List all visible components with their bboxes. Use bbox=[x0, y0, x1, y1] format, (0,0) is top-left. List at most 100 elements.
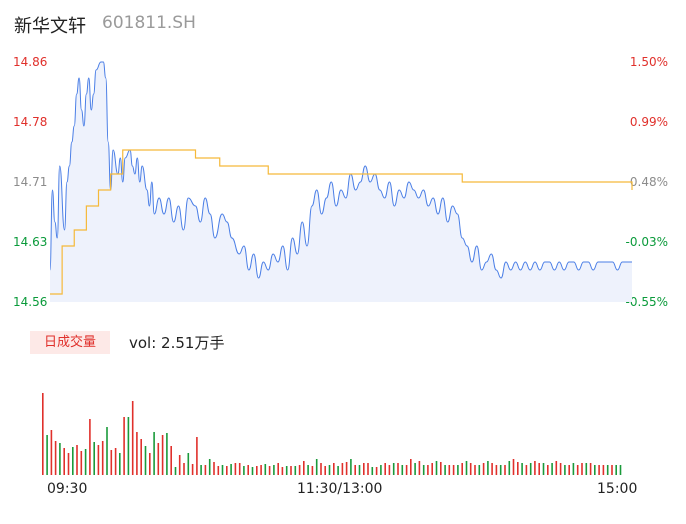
volume-bar bbox=[80, 451, 83, 475]
volume-bar bbox=[157, 443, 160, 475]
volume-bar bbox=[478, 465, 481, 475]
volume-bar bbox=[170, 446, 172, 475]
volume-bar bbox=[251, 467, 254, 475]
volume-bar bbox=[106, 427, 108, 475]
volume-bar bbox=[243, 466, 245, 475]
volume-bar bbox=[619, 465, 622, 475]
volume-bar bbox=[418, 461, 421, 475]
volume-bar bbox=[298, 465, 301, 475]
volume-bar bbox=[401, 465, 404, 475]
volume-bar bbox=[410, 459, 412, 475]
volume-bar bbox=[589, 463, 592, 475]
volume-bar bbox=[110, 450, 113, 475]
volume-bar bbox=[611, 465, 613, 475]
volume-bar bbox=[375, 467, 378, 475]
volume-bar bbox=[495, 465, 498, 475]
volume-badge[interactable]: 日成交量 bbox=[30, 331, 110, 354]
volume-bar bbox=[303, 461, 305, 475]
volume-bar bbox=[277, 463, 279, 475]
volume-bar bbox=[307, 465, 309, 475]
volume-bar bbox=[234, 463, 237, 475]
volume-bar bbox=[191, 464, 194, 475]
avg-price-line bbox=[50, 149, 633, 295]
volume-bar bbox=[63, 448, 65, 475]
volume-bar bbox=[521, 463, 523, 475]
volume-bar bbox=[149, 453, 151, 475]
volume-bar bbox=[46, 435, 48, 475]
volume-bar bbox=[606, 465, 609, 475]
volume-bar bbox=[551, 463, 553, 475]
volume-bar bbox=[320, 463, 322, 475]
volume-bar bbox=[585, 463, 588, 475]
volume-bar bbox=[93, 442, 95, 475]
volume-bar bbox=[204, 465, 207, 475]
volume-bar bbox=[268, 466, 271, 475]
volume-bar bbox=[114, 448, 117, 475]
volume-bar bbox=[581, 463, 583, 475]
pct-tick-label: 1.50% bbox=[629, 55, 668, 69]
volume-bar bbox=[422, 465, 425, 475]
volume-bar bbox=[405, 465, 408, 475]
volume-bar bbox=[42, 393, 44, 475]
volume-bar bbox=[564, 465, 566, 475]
volume-bar bbox=[238, 463, 241, 475]
price-tick-label: 14.56 bbox=[13, 295, 48, 309]
volume-bar bbox=[397, 463, 399, 475]
price-line bbox=[49, 61, 632, 279]
volume-bar bbox=[273, 465, 275, 475]
volume-bar bbox=[345, 462, 348, 475]
volume-bar bbox=[491, 463, 493, 475]
volume-bar bbox=[380, 465, 382, 475]
volume-bar bbox=[414, 463, 416, 475]
volume-bar bbox=[363, 463, 365, 475]
volume-bar bbox=[337, 466, 339, 475]
volume-bar bbox=[153, 432, 155, 475]
volume-bar bbox=[131, 401, 134, 475]
volume-bar bbox=[598, 465, 600, 475]
time-label-midday: 11:30/13:00 bbox=[297, 481, 383, 497]
volume-bar bbox=[354, 465, 356, 475]
volume-bar bbox=[333, 463, 335, 475]
volume-bar bbox=[594, 465, 596, 475]
volume-bar bbox=[367, 463, 369, 475]
volume-bar bbox=[140, 439, 142, 475]
volume-bar bbox=[461, 463, 463, 475]
volume-bar bbox=[547, 465, 549, 475]
volume-bar bbox=[294, 466, 297, 475]
price-tick-label: 14.78 bbox=[13, 115, 48, 129]
volume-bar bbox=[226, 466, 228, 475]
volume-bar bbox=[529, 463, 532, 475]
volume-bar bbox=[504, 465, 506, 475]
volume-bar bbox=[469, 463, 472, 475]
volume-bar bbox=[178, 455, 181, 475]
volume-bar bbox=[221, 465, 224, 475]
volume-bar bbox=[285, 466, 288, 475]
volume-bar bbox=[534, 461, 536, 475]
volume-bar bbox=[290, 466, 292, 475]
price-tick-label: 14.71 bbox=[13, 175, 48, 189]
volume-bar bbox=[166, 433, 168, 475]
volume-bar bbox=[538, 463, 540, 475]
volume-bar bbox=[457, 465, 459, 475]
volume-bar bbox=[371, 467, 374, 475]
volume-bar bbox=[568, 465, 570, 475]
volume-bar bbox=[444, 465, 446, 475]
volume-bar bbox=[517, 462, 519, 475]
volume-bar bbox=[482, 463, 485, 475]
volume-bar bbox=[499, 465, 502, 475]
volume-bar bbox=[123, 417, 125, 475]
pct-tick-label: 0.99% bbox=[629, 115, 668, 129]
volume-bar bbox=[435, 461, 438, 475]
volume-bar bbox=[174, 467, 177, 475]
volume-bar bbox=[358, 465, 361, 475]
volume-bar bbox=[555, 461, 558, 475]
volume-bar bbox=[465, 461, 468, 475]
stock-name: 新华文轩 bbox=[14, 16, 86, 37]
volume-bar bbox=[217, 466, 220, 475]
volume-bar bbox=[230, 464, 232, 475]
volume-bar bbox=[89, 419, 91, 475]
volume-bar bbox=[72, 447, 74, 475]
volume-bar bbox=[440, 462, 442, 475]
volume-bar bbox=[452, 465, 455, 475]
volume-bar bbox=[97, 445, 100, 475]
